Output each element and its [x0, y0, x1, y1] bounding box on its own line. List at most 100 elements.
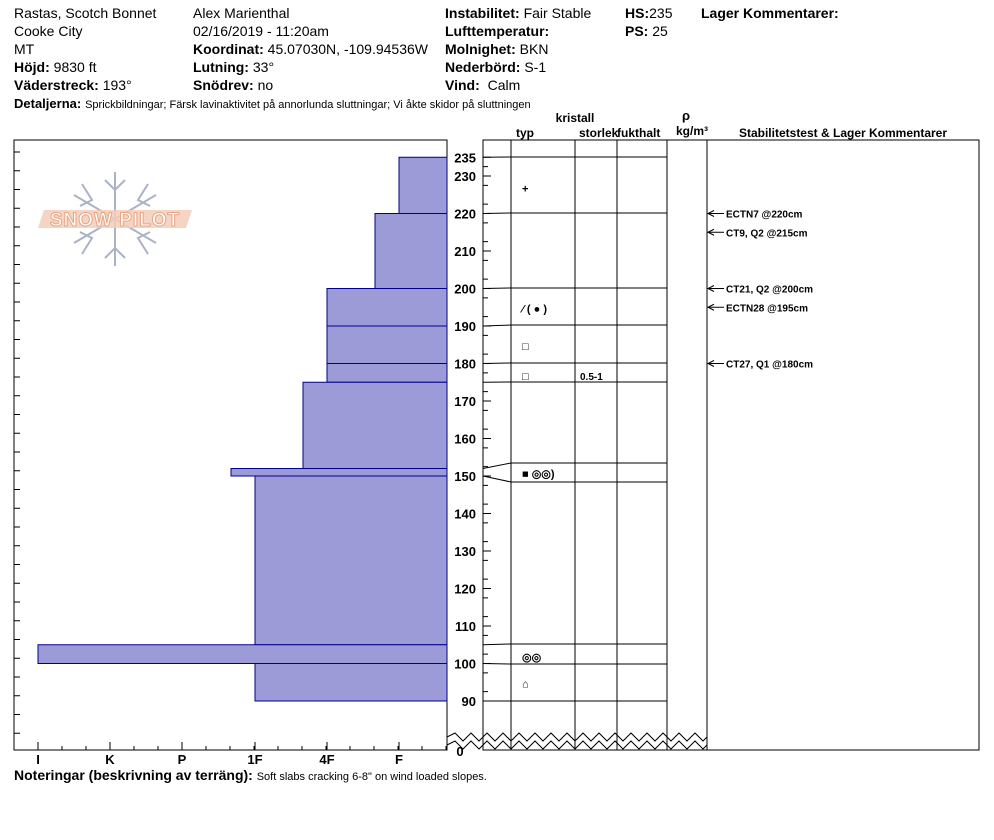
crystal-grid	[482, 140, 668, 750]
column-rho: ρ	[682, 108, 690, 123]
comments-frame	[706, 139, 980, 751]
hardness-bar	[326, 288, 448, 327]
height-tick-label: 130	[454, 544, 476, 559]
stability-test-label: ECTN7 @220cm	[726, 210, 803, 221]
ps-label: PS:	[625, 23, 649, 39]
crystal-frame	[482, 139, 708, 751]
grain-symbol: ■ ◎◎)	[522, 468, 555, 480]
sky-value: BKN	[519, 41, 549, 57]
height-tick-label: 90	[462, 694, 476, 709]
height-tick-label: 235	[454, 150, 476, 165]
ps-value: 25	[652, 23, 668, 39]
stability-test-label: CT27, Q1 @180cm	[726, 360, 813, 371]
layer-connector	[482, 324, 512, 327]
precip-value: S-1	[524, 59, 547, 75]
stability-value: Fair Stable	[523, 5, 592, 21]
height-tick-label: 160	[454, 432, 476, 447]
air-temp-label: Lufttemperatur:	[445, 23, 550, 39]
stability-test-label: CT21, Q2 @200cm	[726, 285, 813, 296]
hardness-bar	[302, 381, 448, 469]
hardness-tick-label: 1F	[247, 752, 262, 767]
wind-label: Vind:	[445, 77, 480, 93]
stability-row: Instabilitet: Fair Stable	[445, 4, 591, 22]
hardness-bar	[398, 156, 448, 214]
layer-connector	[482, 475, 512, 483]
hardness-tick-label: P	[178, 752, 187, 767]
column-crystal: kristall	[556, 111, 595, 125]
grain-symbol: +	[522, 183, 528, 195]
hs-value: 235	[649, 5, 673, 21]
slope-row: Lutning: 33°	[193, 58, 274, 76]
air-temp-row: Lufttemperatur:	[445, 22, 549, 40]
grain-symbol: ⁄ ( ● )	[519, 303, 547, 315]
sky-label: Molnighet:	[445, 41, 516, 57]
height-tick-label: 110	[455, 619, 476, 634]
precip-label: Nederbörd:	[445, 59, 521, 75]
wind-row: Vind: Calm	[445, 76, 520, 94]
layer-connector	[482, 462, 512, 469]
notes-row: Noteringar (beskrivning av terräng): Sof…	[14, 766, 487, 786]
hardness-bar	[326, 325, 448, 364]
hardness-bar	[254, 475, 448, 646]
elevation-label: Höjd:	[14, 59, 50, 75]
details-label: Detaljerna:	[14, 96, 82, 111]
grain-symbol: ⌂	[522, 678, 529, 690]
stability-test-arrowhead	[706, 228, 715, 236]
column-size: storlek	[579, 126, 619, 140]
column-type: typ	[516, 126, 534, 140]
grain-symbols: + ⁄ ( ● ) □ □ 0.5-1 ■ ◎◎) ◎◎ ⌂	[519, 183, 603, 690]
hardness-tick-label: F	[395, 752, 403, 767]
hardness-bar	[37, 644, 448, 664]
height-tick-label: 140	[454, 507, 476, 522]
hardness-tick-label: 4F	[319, 752, 334, 767]
city: Cooke City	[14, 23, 83, 39]
stability-test-arrowhead	[706, 303, 715, 311]
hardness-tick-label: I	[36, 752, 40, 767]
observer: Alex Marienthal	[193, 5, 290, 21]
notes-label: Noteringar (beskrivning av terräng):	[14, 767, 253, 783]
wind-value: Calm	[487, 77, 521, 93]
height-tick-label: 200	[454, 282, 476, 297]
column-density-unit: kg/m³	[676, 124, 708, 138]
hs-label: HS:	[625, 5, 650, 21]
elevation-value: 9830 ft	[53, 59, 97, 75]
stability-test-label: ECTN28 @195cm	[726, 303, 808, 314]
height-tick-label: 100	[454, 657, 476, 672]
height-tick-label: 210	[454, 244, 476, 259]
state: MT	[14, 41, 35, 57]
coord-value: 45.07030N, -109.94536W	[267, 41, 428, 57]
details-row: Detaljerna: Sprickbildningar; Färsk lavi…	[14, 94, 531, 114]
coord-label: Koordinat:	[193, 41, 264, 57]
aspect-label: Väderstreck:	[14, 77, 99, 93]
hardness-bar	[254, 663, 448, 702]
elevation-row: Höjd: 9830 ft	[14, 58, 96, 76]
layer-connector	[482, 663, 512, 665]
height-tick-label: 150	[454, 469, 476, 484]
slope-label: Lutning:	[193, 59, 249, 75]
details-value: Sprickbildningar; Färsk lavinaktivitet p…	[85, 99, 531, 111]
column-moisture: fukthalt	[617, 126, 660, 140]
height-tick-label: 180	[454, 357, 476, 372]
column-stability-comments: Stabilitetstest & Lager Kommentarer	[739, 126, 947, 140]
stability-tests: ECTN7 @220cm CT9, Q2 @215cm CT21, Q2 @200c…	[706, 210, 813, 371]
height-tick-label: 120	[454, 582, 476, 597]
snowpilot-logo-text: SNOW PILOT	[50, 210, 180, 231]
height-axis: 90 100 110 120 130 140 150 160 170 180 190 200 210 22…	[446, 140, 708, 759]
hardness-axis: I K P 1F 4F F	[13, 151, 447, 767]
ps-row: PS: 25	[625, 22, 668, 40]
hardness-bar	[230, 468, 448, 477]
precip-row: Nederbörd: S-1	[445, 58, 546, 76]
hardness-bar	[326, 363, 448, 383]
grain-symbol: ◎◎	[522, 652, 542, 664]
snowpilot-logo: SNOW PILOT	[38, 172, 192, 266]
height-tick-label: 220	[454, 207, 476, 222]
aspect-value: 193°	[102, 77, 132, 93]
aspect-row: Väderstreck: 193°	[14, 76, 132, 94]
layer-connector	[482, 362, 512, 364]
height-tick-label: 230	[454, 169, 476, 184]
grain-symbol: □	[522, 341, 529, 353]
height-tick-label: 170	[454, 394, 476, 409]
site-name: Rastas, Scotch Bonnet	[14, 5, 157, 21]
stability-test-label: CT9, Q2 @215cm	[726, 228, 808, 239]
